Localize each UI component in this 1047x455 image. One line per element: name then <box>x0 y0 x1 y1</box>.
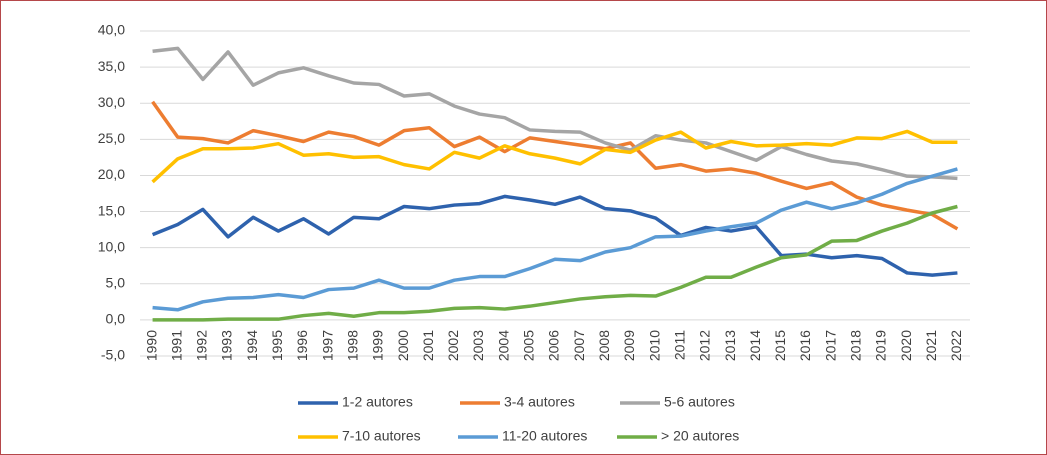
series-line <box>152 204 958 322</box>
x-tick-label: 2012 <box>697 330 713 361</box>
x-tick-label: 1999 <box>370 330 386 361</box>
y-tick-label: 15,0 <box>98 202 125 218</box>
y-tick-label: 0,0 <box>106 311 126 327</box>
x-tick-label: 1994 <box>244 330 260 361</box>
series-line <box>151 100 959 231</box>
x-tick-label: 1993 <box>219 330 235 361</box>
x-tick-label: 2004 <box>495 330 511 361</box>
y-tick-label: 30,0 <box>98 94 125 110</box>
y-tick-label: 5,0 <box>106 274 126 290</box>
x-tick-label: 2020 <box>898 330 914 361</box>
legend-label: 5-6 autores <box>664 394 735 410</box>
x-tick-label: 2014 <box>747 330 763 361</box>
legend-label: > 20 autores <box>661 428 739 444</box>
x-tick-label: 2022 <box>948 330 964 361</box>
x-tick-label: 2003 <box>470 330 486 361</box>
x-tick-label: 2007 <box>571 330 587 361</box>
y-tick-label: -5,0 <box>101 347 125 363</box>
x-tick-label: 2015 <box>772 330 788 361</box>
x-tick-label: 2019 <box>873 330 889 361</box>
y-tick-label: 35,0 <box>98 58 125 74</box>
legend-label: 1-2 autores <box>342 394 413 410</box>
x-tick-label: 1995 <box>269 330 285 361</box>
x-tick-label: 2002 <box>445 330 461 361</box>
x-tick-label: 2005 <box>521 330 537 361</box>
x-tick-label: 1990 <box>143 330 159 361</box>
x-tick-label: 2010 <box>646 330 662 361</box>
x-tick-label: 1996 <box>294 330 310 361</box>
y-tick-label: 20,0 <box>98 166 125 182</box>
x-tick-label: 2006 <box>546 330 562 361</box>
legend-label: 3-4 autores <box>504 394 575 410</box>
y-tick-label: 25,0 <box>98 130 125 146</box>
x-tick-label: 2011 <box>671 330 687 360</box>
x-tick-label: 1992 <box>194 330 210 361</box>
x-tick-label: 2009 <box>621 330 637 361</box>
legend-label: 7-10 autores <box>342 428 421 444</box>
x-tick-label: 2018 <box>848 330 864 361</box>
series-line <box>152 167 958 312</box>
legend-label: 11-20 autores <box>502 428 587 444</box>
x-tick-label: 2008 <box>596 330 612 361</box>
y-tick-label: 40,0 <box>98 22 125 38</box>
x-tick-label: 2000 <box>395 330 411 361</box>
x-tick-label: 2016 <box>797 330 813 361</box>
x-tick-label: 2013 <box>722 330 738 361</box>
x-tick-label: 2001 <box>420 330 436 361</box>
series-line <box>152 46 958 181</box>
x-tick-label: 2021 <box>923 330 939 361</box>
series-line <box>151 129 958 184</box>
x-tick-label: 2017 <box>822 330 838 361</box>
series-line <box>151 194 958 277</box>
x-tick-label: 1997 <box>319 330 335 361</box>
x-tick-label: 1998 <box>344 330 360 361</box>
y-tick-label: 10,0 <box>98 238 125 254</box>
x-tick-label: 1991 <box>168 330 184 361</box>
